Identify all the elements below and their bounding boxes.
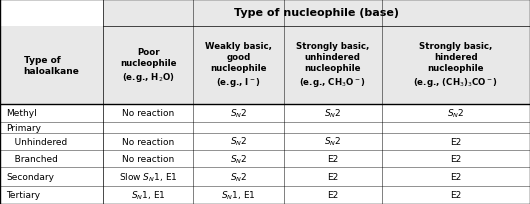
Text: Type of nucleophile (base): Type of nucleophile (base) bbox=[234, 8, 399, 18]
Text: $S_N$2: $S_N$2 bbox=[447, 107, 464, 119]
Text: $S_N$1, E1: $S_N$1, E1 bbox=[131, 189, 166, 201]
Text: Unhindered: Unhindered bbox=[6, 137, 68, 146]
Text: No reaction: No reaction bbox=[122, 154, 174, 163]
Bar bbox=[103, 0, 530, 27]
Text: E2: E2 bbox=[450, 172, 462, 181]
Text: Strongly basic,
unhindered
nucleophile
(e.g., CH$_3$O$^-$): Strongly basic, unhindered nucleophile (… bbox=[296, 42, 369, 89]
Text: $S_N$2: $S_N$2 bbox=[230, 153, 247, 165]
Text: $S_N$2: $S_N$2 bbox=[230, 107, 247, 119]
Text: Tertiary: Tertiary bbox=[6, 190, 40, 199]
Bar bbox=[0, 27, 530, 104]
Text: Primary: Primary bbox=[6, 123, 41, 132]
Text: Type of
haloalkane: Type of haloalkane bbox=[24, 55, 80, 75]
Text: E2: E2 bbox=[327, 154, 338, 163]
Text: Strongly basic,
hindered
nucleophile
(e.g., (CH$_3$)$_3$CO$^-$): Strongly basic, hindered nucleophile (e.… bbox=[413, 42, 498, 89]
Text: E2: E2 bbox=[450, 190, 462, 199]
Text: Slow $S_N$1, E1: Slow $S_N$1, E1 bbox=[119, 170, 178, 183]
Text: $S_N$2: $S_N$2 bbox=[324, 135, 341, 148]
Text: No reaction: No reaction bbox=[122, 137, 174, 146]
Text: Poor
nucleophile
(e.g., H$_2$O): Poor nucleophile (e.g., H$_2$O) bbox=[120, 48, 176, 83]
Text: Weakly basic,
good
nucleophile
(e.g., I$^-$): Weakly basic, good nucleophile (e.g., I$… bbox=[205, 42, 272, 89]
Text: E2: E2 bbox=[327, 190, 338, 199]
Text: E2: E2 bbox=[450, 137, 462, 146]
Text: E2: E2 bbox=[450, 154, 462, 163]
Text: Methyl: Methyl bbox=[6, 109, 37, 118]
Text: $S_N$1, E1: $S_N$1, E1 bbox=[221, 189, 256, 201]
Text: Branched: Branched bbox=[6, 154, 58, 163]
Text: $S_N$2: $S_N$2 bbox=[230, 135, 247, 148]
Text: No reaction: No reaction bbox=[122, 109, 174, 118]
Text: $S_N$2: $S_N$2 bbox=[324, 107, 341, 119]
Text: $S_N$2: $S_N$2 bbox=[230, 170, 247, 183]
Text: E2: E2 bbox=[327, 172, 338, 181]
Text: Secondary: Secondary bbox=[6, 172, 55, 181]
